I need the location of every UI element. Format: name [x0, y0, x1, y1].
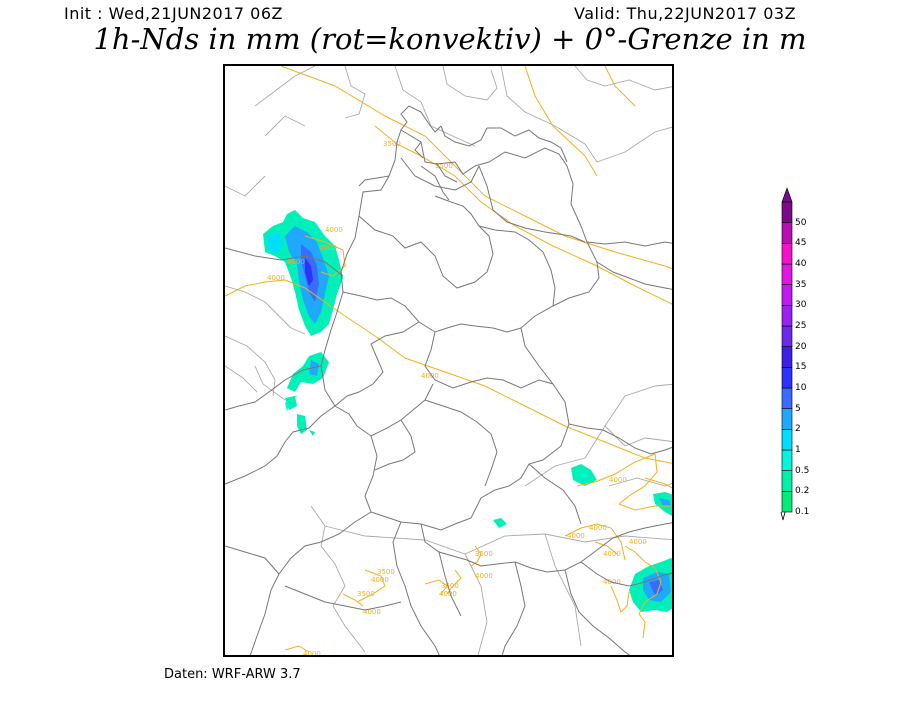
legend-swatch	[781, 470, 793, 492]
legend-level-label: 0.5	[795, 465, 810, 476]
isotherm-label: 4000	[603, 550, 621, 558]
isotherm-label: 4000	[589, 524, 607, 532]
legend-level-label: 45	[795, 238, 807, 249]
coastlines	[225, 66, 672, 655]
init-time: Init : Wed,21JUN2017 06Z	[64, 4, 283, 23]
isotherm-label: 4000	[629, 538, 647, 546]
legend-swatch	[781, 284, 793, 306]
isotherm-label: 3500	[435, 162, 453, 170]
legend-level-label: 25	[795, 321, 807, 331]
legend-level-label: 10	[795, 383, 807, 393]
legend-level-label: 30	[795, 300, 807, 311]
legend-swatches	[781, 187, 793, 513]
isotherm-label: 4000	[567, 532, 585, 540]
isotherm-label: 4000	[325, 226, 343, 234]
isotherm-label: 4000	[609, 476, 627, 484]
legend-swatch	[781, 367, 793, 389]
isotherm-label: 3500	[441, 582, 459, 590]
legend-level-label: 0.1	[795, 507, 810, 517]
isotherm-label: 3500	[357, 590, 375, 598]
color-scale-legend: 0.1 0.2 0.5 1 2 5 10 15 20 25 30 35 40 45 50	[780, 186, 840, 526]
legend-level-label: 15	[795, 362, 807, 373]
legend-level-label: 0.2	[795, 486, 810, 497]
legend-swatch	[781, 346, 793, 368]
isotherm-label: 3500	[475, 550, 493, 558]
legend-swatch	[781, 387, 793, 409]
forecast-map: 3500 3500 4000 4000 4000 4000 4000 4000 …	[223, 64, 674, 657]
legend-swatch	[781, 325, 793, 347]
isotherm-label: 4000	[267, 274, 285, 282]
legend-level-label: 2	[795, 424, 801, 435]
isotherm-label: 4000	[371, 576, 389, 584]
legend-level-label: 1	[795, 445, 801, 455]
legend-level-label: 35	[795, 279, 807, 290]
legend-swatch	[781, 222, 793, 244]
isotherm-labels: 3500 3500 4000 4000 4000 4000 4000 4000 …	[267, 140, 647, 657]
isotherm-lines	[225, 66, 672, 653]
map-canvas: 3500 3500 4000 4000 4000 4000 4000 4000 …	[225, 66, 672, 657]
legend-swatch	[781, 201, 793, 223]
legend-swatch	[781, 429, 793, 451]
isotherm-label: 4000	[303, 650, 321, 657]
legend-swatch	[781, 491, 793, 513]
map-title: 1h-Nds in mm (rot=konvektiv) + 0°-Grenze…	[93, 22, 807, 56]
legend-level-label: 20	[795, 341, 807, 352]
legend-swatch	[781, 305, 793, 327]
political-borders	[225, 129, 672, 655]
isotherm-label: 4000	[475, 572, 493, 580]
legend-swatch	[781, 449, 793, 471]
isotherm-label: 4000	[439, 590, 457, 598]
legend-swatch	[781, 408, 793, 430]
legend-swatch	[781, 263, 793, 285]
isotherm-label: 3500	[377, 568, 395, 576]
isotherm-label: 4000	[287, 258, 305, 266]
legend-level-label: 40	[795, 259, 807, 269]
legend-bottom-tick	[780, 511, 786, 521]
legend-level-label: 50	[795, 217, 807, 228]
legend-level-label: 5	[795, 403, 801, 414]
legend-bar	[780, 187, 793, 521]
isotherm-label: 4000	[363, 608, 381, 616]
valid-time: Valid: Thu,22JUN2017 03Z	[574, 4, 797, 23]
legend-swatch	[781, 243, 793, 265]
isotherm-label: 3500	[383, 140, 401, 148]
data-source: Daten: WRF-ARW 3.7	[164, 667, 301, 682]
isotherm-label: 4000	[421, 372, 439, 380]
north-coast	[358, 105, 568, 201]
legend-max-cap	[781, 187, 793, 203]
isotherm-label: 4000	[319, 244, 337, 252]
